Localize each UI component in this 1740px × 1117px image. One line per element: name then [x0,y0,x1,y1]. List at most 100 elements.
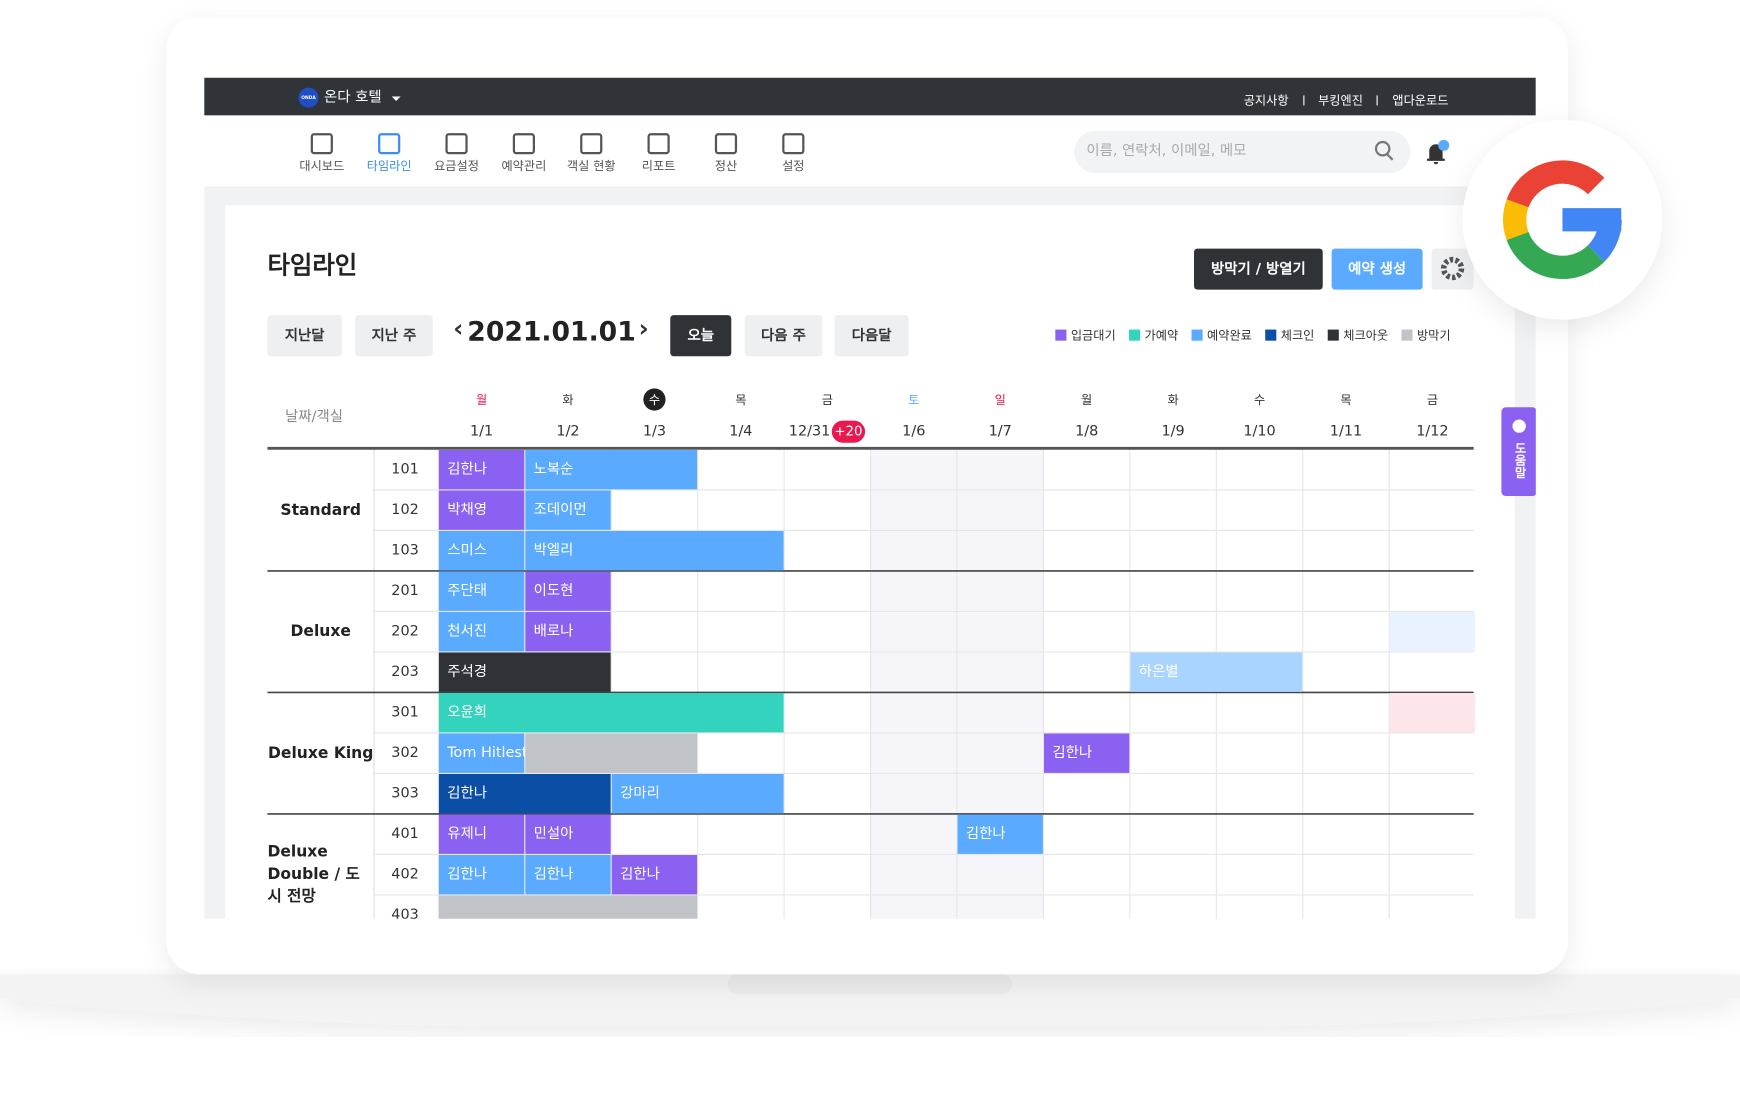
button[interactable] [355,315,433,357]
booking-name: 주단태 [447,582,487,599]
dropdown-arrow[interactable] [391,96,401,101]
weekday: 일 [995,393,1006,407]
booking[interactable] [525,490,611,530]
booking[interactable] [438,895,698,935]
nav-item[interactable]: 설정 [782,159,804,173]
page-title: 타임라인 [267,250,357,279]
booking[interactable] [1389,611,1476,652]
booking[interactable] [438,449,525,490]
nav-item[interactable]: 정산 [715,159,737,173]
help-tab[interactable] [1501,407,1537,497]
today-marker [643,388,666,411]
button[interactable] [1331,248,1423,290]
booking[interactable] [438,490,525,530]
room-number: 202 [391,624,419,640]
search-icon[interactable] [1374,140,1391,157]
nav-icon[interactable] [647,133,670,155]
button[interactable] [834,315,909,357]
nav-icon[interactable] [580,133,603,155]
booking-name: Tom Hitlest [446,745,528,761]
button[interactable] [744,315,823,357]
date: 1/6 [902,424,925,440]
weekday: 수 [649,393,660,407]
top-link[interactable]: 부킹엔진 [1318,93,1363,107]
date: 1/12 [1416,424,1448,440]
nav-item[interactable]: 대시보드 [299,159,344,173]
booking[interactable] [438,692,784,733]
room-group: Deluxe King [268,744,373,762]
nav-item[interactable]: 객실 현황 [567,159,616,173]
nav-icon[interactable] [445,133,468,155]
settings-button[interactable] [1431,248,1474,290]
booking[interactable] [525,611,611,652]
booking-name: 유제니 [447,825,487,842]
weekday: 토 [908,393,919,407]
nav-icon[interactable] [310,133,333,155]
laptop-base [0,974,1740,1027]
nav-item[interactable]: 타임라인 [367,159,412,173]
booking[interactable] [438,773,611,814]
booking[interactable] [525,449,698,490]
booking[interactable] [1130,652,1303,692]
nav-icon[interactable] [512,133,535,155]
legend-swatch [1055,329,1067,341]
legend-swatch [1265,329,1277,341]
room-number: 301 [391,705,419,721]
booking[interactable] [525,733,698,773]
booking[interactable] [957,814,1043,854]
legend-label: 체크인 [1281,329,1315,343]
top-link[interactable]: 앱다운로드 [1392,93,1448,107]
nav-item[interactable]: 리포트 [642,159,676,173]
search-placeholder: 이름, 연락처, 이메일, 메모 [1086,142,1246,159]
help-icon [1512,419,1526,433]
legend-swatch [1401,329,1413,341]
nav-item[interactable]: 요금설정 [434,159,479,173]
booking[interactable] [525,571,611,611]
booking-name: 조데이먼 [534,501,587,518]
booking[interactable] [611,773,784,814]
legend-swatch [1129,329,1141,341]
button-label: 예약 생성 [1348,260,1406,278]
hotel-name[interactable]: 온다 호텔 [324,89,382,106]
booking[interactable] [438,855,525,895]
legend-label: 입금대기 [1071,329,1116,343]
next-arrow[interactable]: › [639,314,649,343]
booking[interactable] [1389,692,1476,733]
date: 1/10 [1243,424,1275,440]
prev-arrow[interactable]: ‹ [453,314,463,343]
logo-text: ONDA [301,95,316,101]
search-box[interactable] [1074,130,1411,174]
top-link[interactable]: 공지사항 [1244,93,1289,107]
booking[interactable] [438,571,525,611]
booking-name: 박엘리 [534,542,574,559]
booking[interactable] [525,855,611,895]
nav-icon[interactable] [782,133,805,155]
booking-name: 박채영 [447,501,487,518]
booking-name: 배로나 [534,623,574,640]
button[interactable] [1194,248,1323,290]
booking-name: 김한나 [447,785,487,802]
booking[interactable] [438,611,525,652]
laptop-notch [727,974,1013,995]
room-group-box: Deluxe Double / 도시 전망 [267,814,374,919]
booking[interactable] [438,814,525,854]
button[interactable] [267,315,342,357]
button[interactable] [670,315,732,357]
nav-icon[interactable] [714,133,738,155]
button-label: 다음 주 [761,327,806,344]
booking-name: 오윤희 [447,704,487,721]
booking[interactable] [525,814,611,854]
booking[interactable] [611,855,698,895]
booking-name: 민설아 [534,825,574,842]
booking[interactable] [438,530,525,571]
nav-item[interactable]: 예약관리 [501,158,546,173]
booking[interactable] [525,530,784,571]
booking[interactable] [438,652,611,692]
booking[interactable] [438,733,525,773]
room-number: 101 [391,462,419,478]
nav-icon[interactable] [378,133,401,155]
weekday: 목 [1340,393,1351,407]
room-group-name: Standard [280,501,361,520]
booking[interactable] [1043,733,1130,773]
room-number: 201 [391,583,419,599]
